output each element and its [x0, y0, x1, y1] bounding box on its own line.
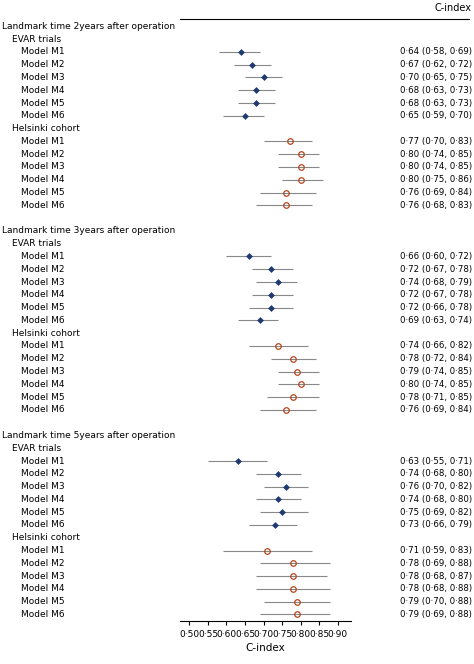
Text: Model M1: Model M1	[21, 137, 65, 146]
Text: Model M1: Model M1	[21, 252, 65, 261]
Text: 0·78 (0·69, 0·88): 0·78 (0·69, 0·88)	[400, 559, 472, 568]
Text: 0·78 (0·72, 0·84): 0·78 (0·72, 0·84)	[400, 354, 472, 363]
Text: 0·78 (0·68, 0·87): 0·78 (0·68, 0·87)	[400, 572, 472, 580]
Text: Model M5: Model M5	[21, 188, 65, 197]
Text: Model M4: Model M4	[21, 290, 65, 299]
Text: 0·72 (0·66, 0·78): 0·72 (0·66, 0·78)	[400, 303, 472, 312]
Text: Model M6: Model M6	[21, 521, 65, 529]
Text: Model M5: Model M5	[21, 98, 65, 108]
Text: 0·76 (0·69, 0·84): 0·76 (0·69, 0·84)	[400, 188, 472, 197]
Text: 0·80 (0·74, 0·85): 0·80 (0·74, 0·85)	[400, 149, 472, 159]
Text: 0·78 (0·68, 0·88): 0·78 (0·68, 0·88)	[400, 584, 472, 594]
Text: 0·65 (0·59, 0·70): 0·65 (0·59, 0·70)	[400, 112, 472, 120]
Text: Model M1: Model M1	[21, 457, 65, 465]
Text: 0·75 (0·69, 0·82): 0·75 (0·69, 0·82)	[400, 508, 472, 517]
Text: 0·74 (0·68, 0·80): 0·74 (0·68, 0·80)	[400, 495, 472, 504]
Text: 0·66 (0·60, 0·72): 0·66 (0·60, 0·72)	[400, 252, 472, 261]
Text: Model M3: Model M3	[21, 73, 65, 82]
Text: Model M6: Model M6	[21, 112, 65, 120]
Text: 0·76 (0·70, 0·82): 0·76 (0·70, 0·82)	[400, 482, 472, 491]
Text: Model M3: Model M3	[21, 482, 65, 491]
Text: Model M1: Model M1	[21, 341, 65, 351]
Text: Model M3: Model M3	[21, 572, 65, 580]
Text: 0·74 (0·66, 0·82): 0·74 (0·66, 0·82)	[400, 341, 472, 351]
Text: 0·79 (0·70, 0·88): 0·79 (0·70, 0·88)	[400, 597, 472, 606]
Text: Model M2: Model M2	[21, 559, 65, 568]
Text: 0·63 (0·55, 0·71): 0·63 (0·55, 0·71)	[400, 457, 472, 465]
Text: 0·79 (0·74, 0·85): 0·79 (0·74, 0·85)	[400, 367, 472, 376]
Text: 0·73 (0·66, 0·79): 0·73 (0·66, 0·79)	[400, 521, 472, 529]
Text: Model M2: Model M2	[21, 60, 65, 69]
Text: 0·80 (0·74, 0·85): 0·80 (0·74, 0·85)	[400, 163, 472, 171]
Text: C-index: C-index	[435, 3, 472, 13]
Text: Landmark time 5years after operation: Landmark time 5years after operation	[2, 431, 176, 440]
Text: Model M5: Model M5	[21, 597, 65, 606]
Text: Helsinki cohort: Helsinki cohort	[12, 533, 80, 542]
Text: Model M2: Model M2	[21, 354, 65, 363]
Text: Model M5: Model M5	[21, 508, 65, 517]
Text: 0·76 (0·69, 0·84): 0·76 (0·69, 0·84)	[400, 406, 472, 414]
Text: Model M6: Model M6	[21, 316, 65, 325]
Text: 0·67 (0·62, 0·72): 0·67 (0·62, 0·72)	[400, 60, 472, 69]
Text: Model M4: Model M4	[21, 495, 65, 504]
Text: Model M5: Model M5	[21, 303, 65, 312]
Text: 0·80 (0·75, 0·86): 0·80 (0·75, 0·86)	[400, 175, 472, 184]
Text: Model M6: Model M6	[21, 201, 65, 210]
Text: Model M4: Model M4	[21, 380, 65, 389]
Text: EVAR trials: EVAR trials	[12, 239, 61, 248]
Text: 0·68 (0·63, 0·73): 0·68 (0·63, 0·73)	[400, 86, 472, 95]
Text: 0·76 (0·68, 0·83): 0·76 (0·68, 0·83)	[400, 201, 472, 210]
Text: 0·71 (0·59, 0·83): 0·71 (0·59, 0·83)	[400, 546, 472, 555]
Text: 0·69 (0·63, 0·74): 0·69 (0·63, 0·74)	[400, 316, 472, 325]
Text: 0·68 (0·63, 0·73): 0·68 (0·63, 0·73)	[400, 98, 472, 108]
Text: Model M4: Model M4	[21, 584, 65, 594]
Text: Model M4: Model M4	[21, 175, 65, 184]
Text: Model M3: Model M3	[21, 278, 65, 287]
Text: 0·64 (0·58, 0·69): 0·64 (0·58, 0·69)	[400, 47, 472, 56]
Text: Helsinki cohort: Helsinki cohort	[12, 329, 80, 338]
Text: 0·72 (0·67, 0·78): 0·72 (0·67, 0·78)	[400, 265, 472, 274]
Text: EVAR trials: EVAR trials	[12, 444, 61, 453]
Text: 0·78 (0·71, 0·85): 0·78 (0·71, 0·85)	[400, 392, 472, 402]
Text: Helsinki cohort: Helsinki cohort	[12, 124, 80, 133]
Text: 0·74 (0·68, 0·79): 0·74 (0·68, 0·79)	[400, 278, 472, 287]
Text: 0·80 (0·74, 0·85): 0·80 (0·74, 0·85)	[400, 380, 472, 389]
X-axis label: C-index: C-index	[246, 643, 285, 653]
Text: 0·72 (0·67, 0·78): 0·72 (0·67, 0·78)	[400, 290, 472, 299]
Text: Model M6: Model M6	[21, 406, 65, 414]
Text: Model M2: Model M2	[21, 149, 65, 159]
Text: Model M3: Model M3	[21, 163, 65, 171]
Text: Model M5: Model M5	[21, 392, 65, 402]
Text: Model M2: Model M2	[21, 469, 65, 478]
Text: Model M1: Model M1	[21, 47, 65, 56]
Text: Model M3: Model M3	[21, 367, 65, 376]
Text: Model M4: Model M4	[21, 86, 65, 95]
Text: 0·77 (0·70, 0·83): 0·77 (0·70, 0·83)	[400, 137, 472, 146]
Text: Model M6: Model M6	[21, 610, 65, 619]
Text: EVAR trials: EVAR trials	[12, 35, 61, 44]
Text: 0·74 (0·68, 0·80): 0·74 (0·68, 0·80)	[400, 469, 472, 478]
Text: Landmark time 2years after operation: Landmark time 2years after operation	[2, 22, 175, 31]
Text: Landmark time 3years after operation: Landmark time 3years after operation	[2, 226, 176, 235]
Text: 0·79 (0·69, 0·88): 0·79 (0·69, 0·88)	[400, 610, 472, 619]
Text: Model M2: Model M2	[21, 265, 65, 274]
Text: 0·70 (0·65, 0·75): 0·70 (0·65, 0·75)	[400, 73, 472, 82]
Text: Model M1: Model M1	[21, 546, 65, 555]
